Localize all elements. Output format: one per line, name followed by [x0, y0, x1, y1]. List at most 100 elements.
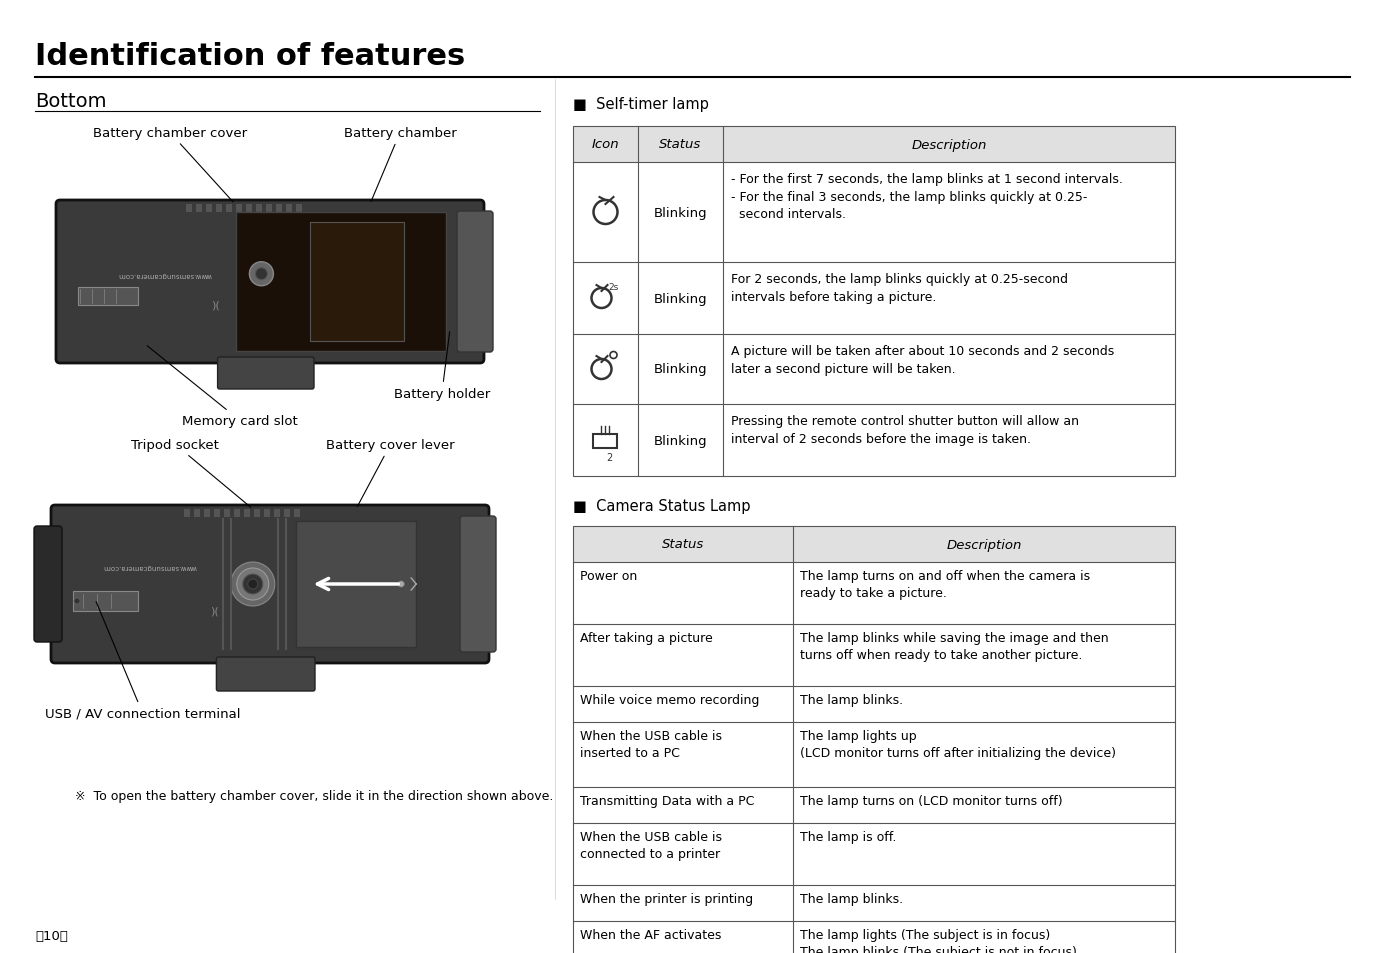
Circle shape [471, 580, 479, 588]
Circle shape [465, 576, 483, 594]
Text: Blinking: Blinking [653, 293, 707, 305]
Text: When the USB cable is
inserted to a PC: When the USB cable is inserted to a PC [580, 729, 722, 760]
Text: www.samsungcamera.com: www.samsungcamera.com [102, 563, 196, 569]
Bar [215, 205, 222, 213]
Text: When the printer is printing: When the printer is printing [580, 892, 753, 905]
Circle shape [464, 267, 481, 282]
FancyBboxPatch shape [218, 357, 313, 390]
Bar [573, 526, 1175, 562]
Bar [296, 521, 416, 647]
FancyBboxPatch shape [457, 212, 493, 353]
Text: The lamp is off.: The lamp is off. [800, 830, 896, 843]
Text: Identification of features: Identification of features [35, 42, 465, 71]
Text: When the AF activates: When the AF activates [580, 928, 721, 941]
Bar [196, 205, 202, 213]
Bar [226, 205, 232, 213]
Circle shape [75, 598, 80, 604]
Text: The lamp blinks.: The lamp blinks. [800, 693, 903, 706]
Text: 【10】: 【10】 [35, 929, 68, 942]
Text: Description: Description [911, 138, 986, 152]
Bar [236, 205, 242, 213]
Bar [276, 205, 282, 213]
Text: The lamp lights up
(LCD monitor turns off after initializing the device): The lamp lights up (LCD monitor turns of… [800, 729, 1116, 760]
Bar [254, 510, 260, 517]
Bar [264, 510, 271, 517]
Bar [206, 205, 213, 213]
Text: Pressing the remote control shutter button will allow an
interval of 2 seconds b: Pressing the remote control shutter butt… [731, 415, 1079, 445]
FancyBboxPatch shape [460, 517, 496, 652]
Text: ■  Self-timer lamp: ■ Self-timer lamp [573, 97, 708, 112]
Text: 2: 2 [606, 453, 613, 462]
Bar [594, 435, 617, 449]
Text: Battery holder: Battery holder [394, 333, 490, 400]
Bar [224, 510, 231, 517]
Bar [286, 205, 291, 213]
Text: The lamp turns on (LCD monitor turns off): The lamp turns on (LCD monitor turns off… [800, 794, 1062, 807]
Bar [294, 510, 300, 517]
Circle shape [345, 269, 358, 280]
Text: 2s: 2s [609, 282, 619, 292]
Text: Description: Description [946, 537, 1022, 551]
Text: While voice memo recording: While voice memo recording [580, 693, 760, 706]
Text: www.samsungcamera.com: www.samsungcamera.com [117, 272, 211, 277]
Bar [284, 510, 290, 517]
Bar [296, 205, 302, 213]
Bar [573, 127, 1175, 163]
FancyBboxPatch shape [217, 658, 315, 691]
Text: Status: Status [659, 138, 702, 152]
Text: Blinking: Blinking [653, 363, 707, 376]
Circle shape [247, 579, 258, 589]
Bar [244, 510, 250, 517]
Bar [186, 205, 192, 213]
Text: The lamp blinks.: The lamp blinks. [800, 892, 903, 905]
Text: After taking a picture: After taking a picture [580, 631, 713, 644]
Bar [77, 288, 138, 305]
Circle shape [236, 568, 269, 600]
Bar [246, 205, 251, 213]
Text: The lamp turns on and off when the camera is
ready to take a picture.: The lamp turns on and off when the camer… [800, 569, 1090, 599]
Text: The lamp blinks while saving the image and then
turns off when ready to take ano: The lamp blinks while saving the image a… [800, 631, 1109, 661]
Text: Blinking: Blinking [653, 434, 707, 447]
Text: Bottom: Bottom [35, 91, 106, 111]
Text: - For the first 7 seconds, the lamp blinks at 1 second intervals.
- For the fina: - For the first 7 seconds, the lamp blin… [731, 172, 1123, 221]
Text: Memory card slot: Memory card slot [148, 346, 298, 428]
Text: Power on: Power on [580, 569, 637, 582]
Bar [573, 127, 1175, 476]
Circle shape [231, 562, 275, 606]
Text: ※  To open the battery chamber cover, slide it in the direction shown above.: ※ To open the battery chamber cover, sli… [75, 789, 554, 802]
Circle shape [340, 262, 365, 287]
Text: ■  Camera Status Lamp: ■ Camera Status Lamp [573, 498, 750, 514]
FancyBboxPatch shape [51, 505, 489, 663]
Bar [309, 223, 405, 341]
Text: Tripod socket: Tripod socket [131, 438, 251, 508]
Bar [255, 205, 262, 213]
Circle shape [255, 269, 268, 280]
Text: )(: )( [211, 300, 220, 311]
Bar [273, 510, 280, 517]
Text: A picture will be taken after about 10 seconds and 2 seconds
later a second pict: A picture will be taken after about 10 s… [731, 345, 1114, 375]
Text: Icon: Icon [591, 138, 619, 152]
Text: USB / AV connection terminal: USB / AV connection terminal [46, 602, 240, 720]
Bar [236, 213, 446, 352]
Text: )(: )( [210, 606, 218, 617]
Bar [204, 510, 210, 517]
Text: Transmitting Data with a PC: Transmitting Data with a PC [580, 794, 754, 807]
FancyBboxPatch shape [35, 526, 62, 642]
Text: For 2 seconds, the lamp blinks quickly at 0.25-second
intervals before taking a : For 2 seconds, the lamp blinks quickly a… [731, 273, 1068, 303]
Bar [184, 510, 191, 517]
Bar [267, 205, 272, 213]
Circle shape [243, 575, 262, 595]
Text: Battery chamber: Battery chamber [344, 127, 456, 202]
Text: The lamp lights (The subject is in focus)
The lamp blinks (The subject is not in: The lamp lights (The subject is in focus… [800, 928, 1077, 953]
Bar [193, 510, 200, 517]
Text: Blinking: Blinking [653, 206, 707, 219]
Text: Battery chamber cover: Battery chamber cover [93, 127, 247, 203]
Text: Battery cover lever: Battery cover lever [326, 438, 454, 507]
Circle shape [398, 581, 405, 587]
Bar [573, 526, 1175, 953]
Text: When the USB cable is
connected to a printer: When the USB cable is connected to a pri… [580, 830, 722, 861]
Bar [214, 510, 220, 517]
Text: Status: Status [661, 537, 704, 551]
Circle shape [250, 262, 273, 287]
Bar [73, 592, 138, 612]
